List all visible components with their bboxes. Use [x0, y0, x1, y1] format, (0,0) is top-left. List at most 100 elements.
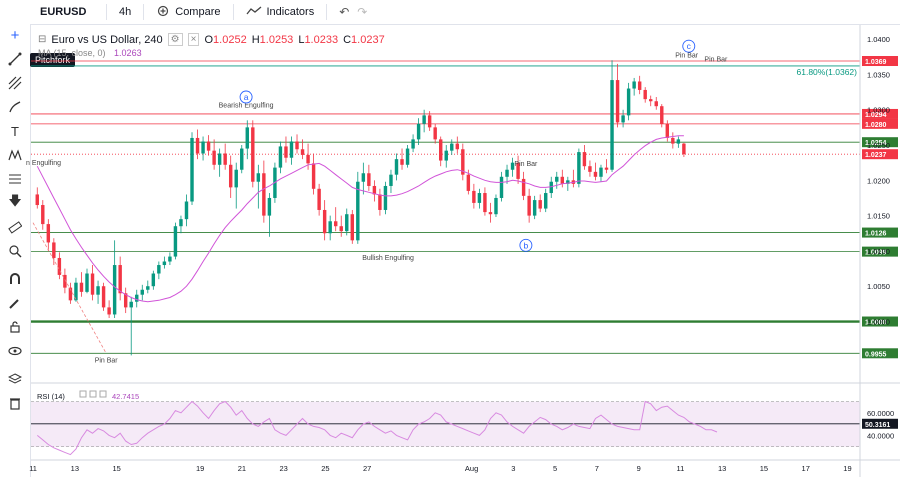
time-tick-label: 3: [511, 464, 515, 473]
candle-body: [566, 180, 570, 184]
candle-body: [494, 197, 498, 215]
level-price-tag: [862, 108, 898, 119]
undo-button[interactable]: ↶: [335, 5, 353, 19]
pattern-icon[interactable]: [6, 146, 24, 164]
candle-body: [671, 137, 675, 144]
ruler-icon[interactable]: [6, 218, 24, 236]
text-icon[interactable]: T: [11, 123, 19, 139]
candle-body: [234, 169, 238, 188]
candle-body: [295, 141, 299, 150]
legend-low: L1.0233: [298, 33, 339, 46]
candle-body: [682, 143, 686, 155]
candle-body: [79, 282, 84, 292]
candle-body: [322, 209, 327, 234]
arrow-down-icon[interactable]: 🡇: [8, 193, 22, 208]
candle-body: [438, 139, 443, 161]
candle-body: [400, 159, 404, 165]
candle-body: [112, 265, 117, 315]
pitchfork-icon[interactable]: [6, 74, 24, 92]
pattern-annotation: Bearish Engulfing: [219, 103, 274, 110]
time-tick-label: 11: [29, 464, 37, 473]
candle-body: [57, 257, 62, 275]
brush-icon[interactable]: [6, 98, 24, 116]
candle-body: [267, 197, 272, 216]
eye-icon[interactable]: [6, 342, 24, 360]
candle-body: [135, 294, 139, 302]
trend-line-icon[interactable]: [6, 50, 24, 68]
candle-body: [107, 307, 111, 315]
moving-average: [36, 135, 684, 303]
candle-body: [356, 181, 360, 241]
level-price-label: 1.0237: [865, 152, 887, 159]
legend-close-icon[interactable]: ×: [187, 33, 200, 46]
candle-body: [90, 273, 95, 295]
time-tick-label: 15: [112, 464, 120, 473]
annotations: Bearish Engulfing Bullish Engulfing Pin Ba…: [26, 39, 728, 364]
compare-label: Compare: [175, 6, 221, 18]
interval-button[interactable]: 4h: [115, 6, 135, 18]
level-price-tag: [862, 137, 898, 148]
candle-body: [52, 242, 56, 258]
divider: [326, 4, 328, 20]
candle-body: [643, 89, 647, 100]
candle-body: [516, 162, 520, 179]
candle-body: [505, 169, 509, 177]
level-price-tag: [862, 149, 898, 160]
level-lines: 1.0369 1.0294 1.0280 1.0254 1.0237 1.0126 1.00…: [31, 56, 898, 359]
candle-body: [179, 219, 183, 227]
lock-icon[interactable]: [6, 318, 24, 336]
candle-body: [626, 88, 631, 116]
candle-body: [41, 205, 45, 225]
candle-body: [367, 173, 371, 186]
candle-body: [637, 81, 642, 90]
candle-body: [284, 146, 288, 158]
layers-icon[interactable]: [6, 370, 24, 388]
level-price-label: 1.0000: [865, 320, 887, 327]
wave-marker-circle: [239, 90, 253, 104]
candle-body: [378, 194, 382, 210]
magnet-icon[interactable]: [6, 270, 24, 288]
rsi-tick-label: 60.0000: [867, 409, 894, 418]
undo-icon: ↶: [339, 5, 350, 19]
candle-body: [339, 226, 343, 232]
indicators-button[interactable]: Indicators: [242, 5, 319, 19]
candle-body: [256, 173, 261, 182]
level-price-label: 1.0280: [865, 122, 887, 129]
divider: [143, 4, 145, 20]
rsi-pane: RSI (14) 42.7415 50.3161 40.0000 60.0000: [31, 390, 898, 456]
candle-body: [123, 293, 128, 308]
interval-label: 4h: [119, 6, 132, 18]
time-tick-label: 15: [760, 464, 768, 473]
candle-body: [228, 164, 233, 188]
time-tick-label: Aug: [465, 464, 478, 473]
candle-body: [389, 174, 393, 186]
candle-body: [328, 221, 332, 234]
price-tick-label: 1.0400: [867, 35, 890, 44]
legend-close: C1.0237: [343, 33, 385, 46]
zoom-icon[interactable]: [6, 242, 24, 260]
legend-high: H1.0253: [251, 33, 294, 46]
compare-button[interactable]: Compare: [152, 5, 224, 20]
candle-body: [240, 148, 244, 170]
pencil-lock-icon[interactable]: [6, 294, 24, 312]
wave-marker-label: c: [687, 41, 692, 51]
candle-body: [129, 301, 133, 308]
candle-body: [74, 282, 78, 301]
symbol-search[interactable]: EURUSD: [40, 6, 87, 18]
candle-body: [422, 115, 426, 124]
redo-button[interactable]: ↷: [353, 5, 371, 19]
candle-body: [466, 174, 471, 191]
legend-settings-icon[interactable]: ⚙: [167, 33, 183, 46]
level-price-label: 1.0126: [865, 231, 887, 238]
fib-icon[interactable]: [6, 170, 24, 188]
price-tick-label: 1.0200: [867, 176, 890, 185]
time-tick-label: 7: [595, 464, 599, 473]
trash-icon[interactable]: [6, 394, 24, 412]
crosshair-icon[interactable]: +: [10, 26, 20, 44]
candle-body: [184, 201, 189, 220]
legend-collapse-icon[interactable]: ⊟: [38, 34, 47, 45]
candle-body: [394, 159, 399, 175]
candle-body: [405, 148, 410, 165]
pattern-annotation: Pin Bar: [95, 357, 119, 364]
